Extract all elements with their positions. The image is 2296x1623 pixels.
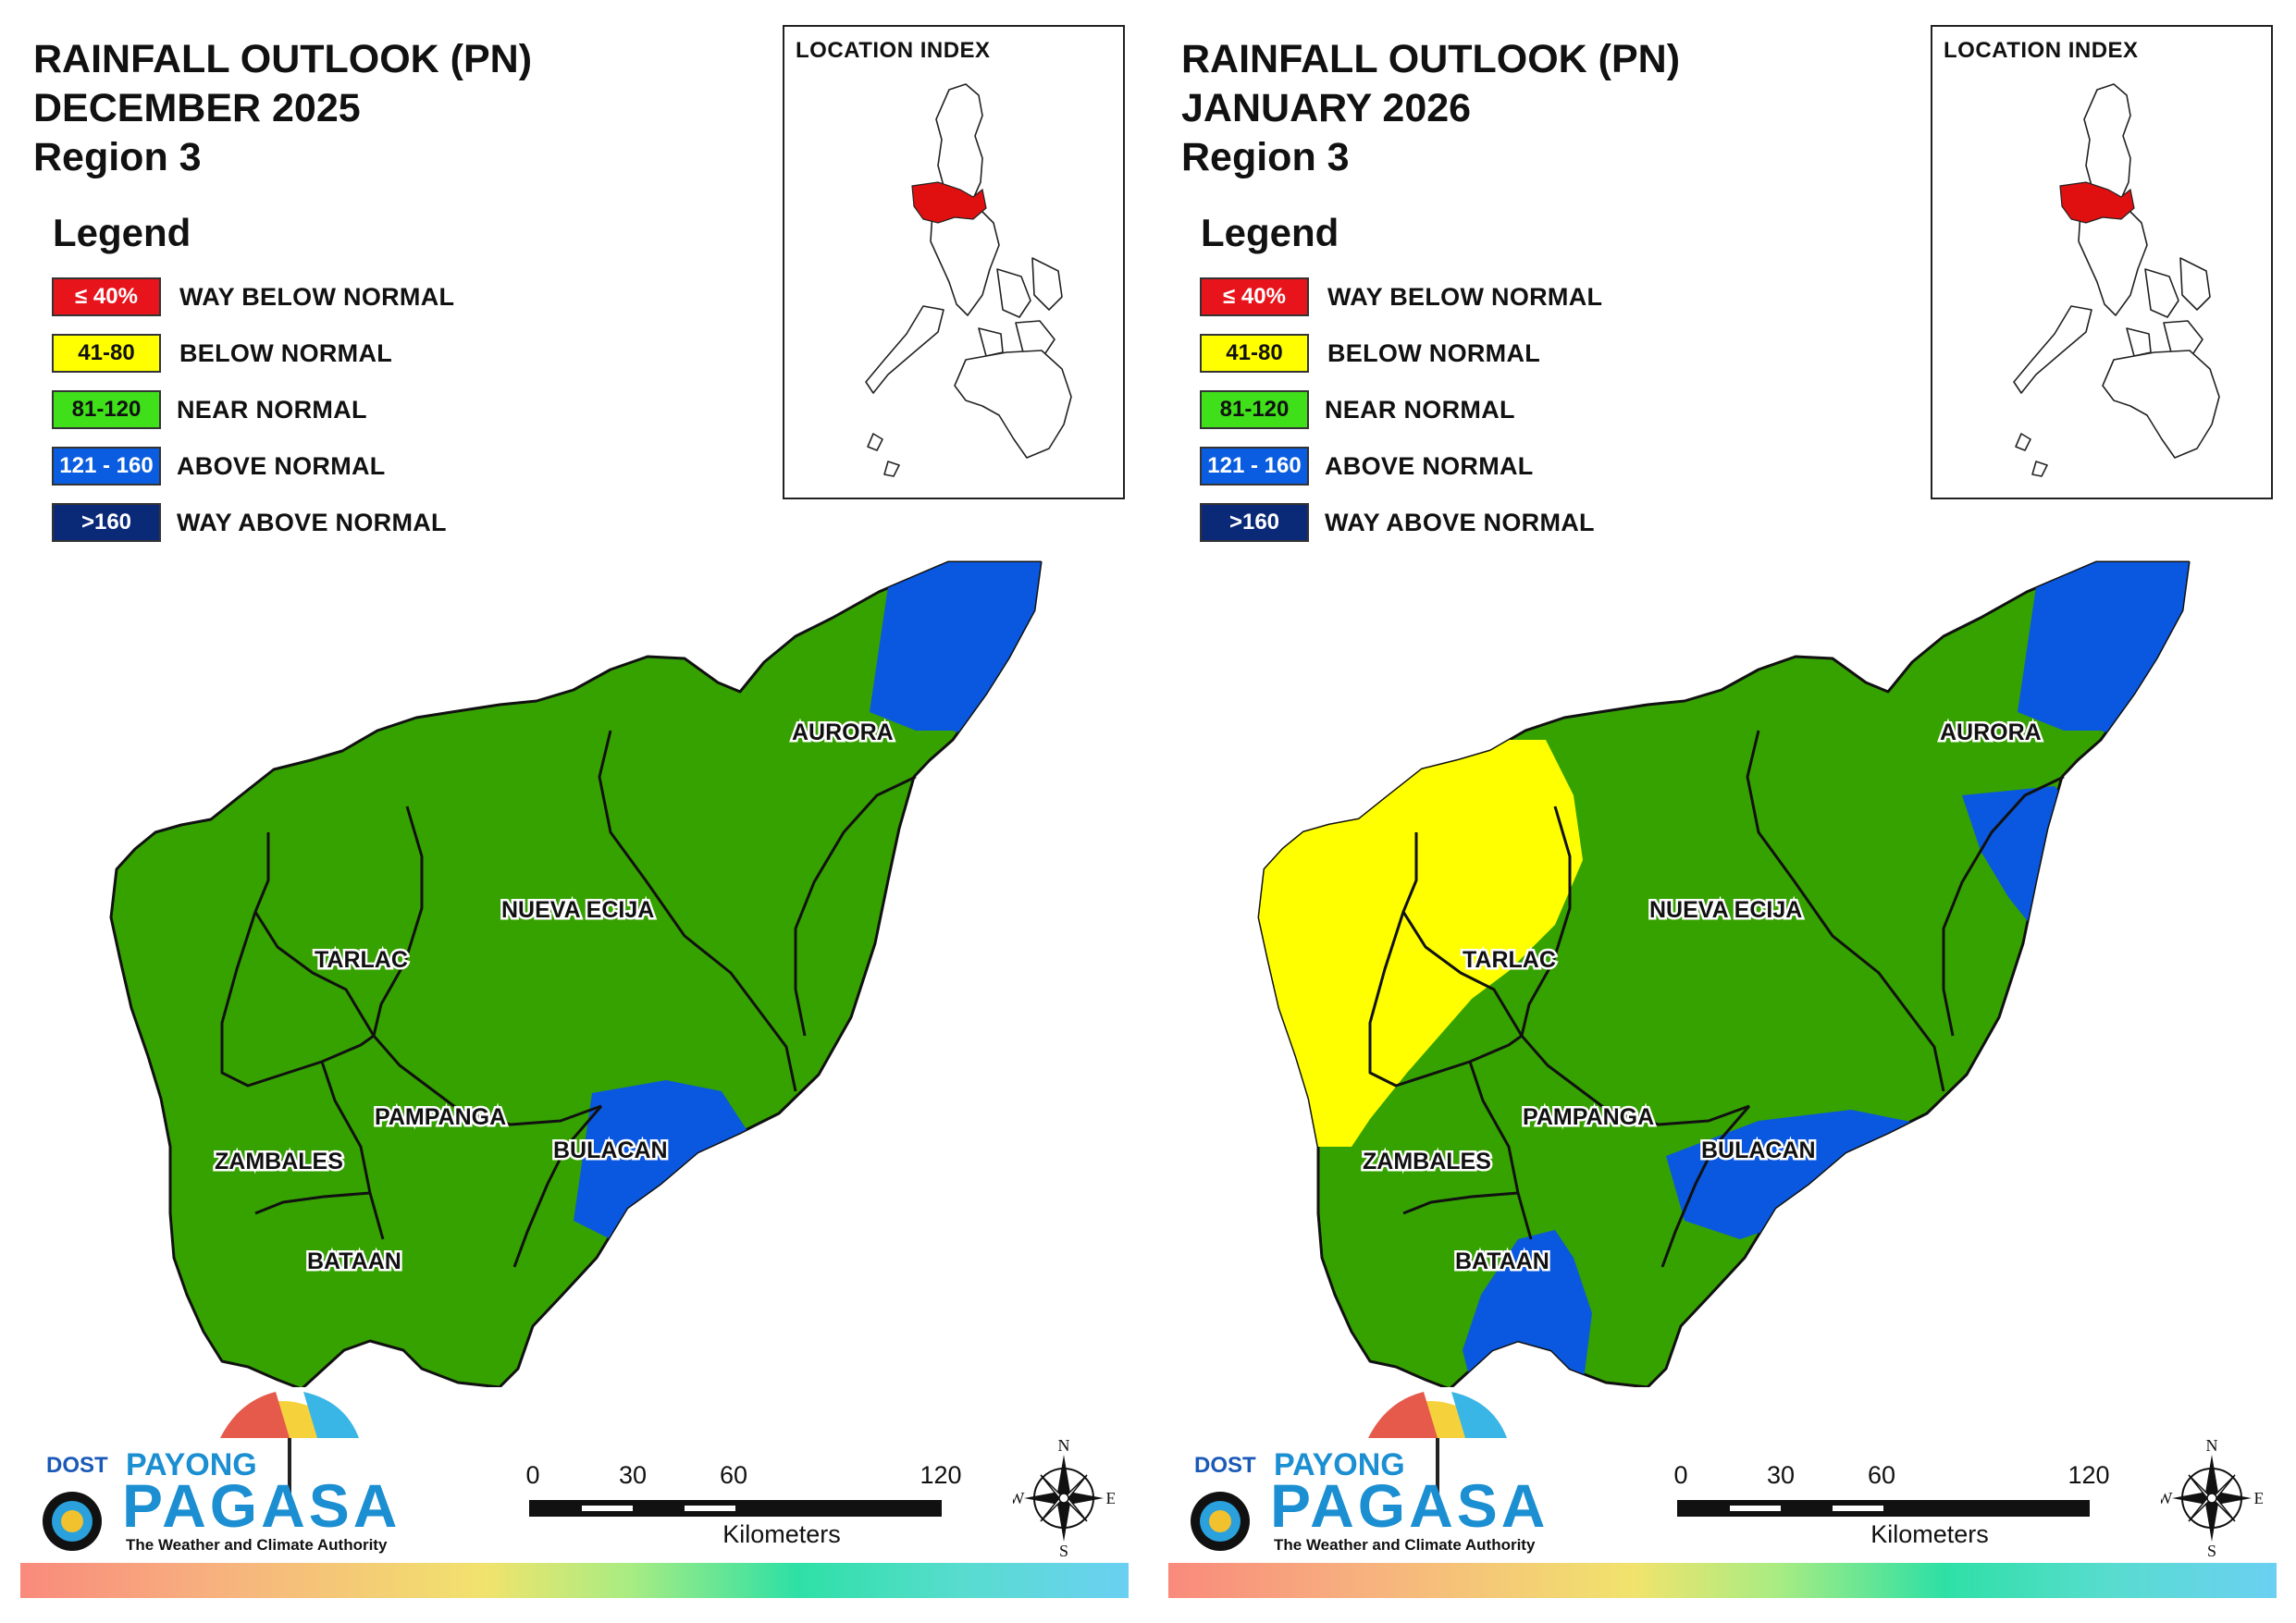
scale-tick: 0 xyxy=(1673,1461,1688,1489)
scale-unit: Kilometers xyxy=(722,1520,841,1548)
compass-rose-icon: N S E W xyxy=(1009,1436,1117,1560)
legend-swatch: ≤ 40% xyxy=(52,277,161,316)
compass-s: S xyxy=(2207,1542,2216,1558)
philippines-outline-icon xyxy=(2013,83,2220,477)
scale-tick: 60 xyxy=(719,1461,748,1489)
legend-swatch: 121 - 160 xyxy=(1200,447,1309,486)
legend-label: BELOW NORMAL xyxy=(179,339,393,367)
legend-swatch: >160 xyxy=(52,503,161,542)
scale-tick: 30 xyxy=(1766,1461,1796,1489)
footer-gradient-bar xyxy=(20,1563,1129,1598)
scale-tick: 0 xyxy=(525,1461,540,1489)
legend-swatch: >160 xyxy=(1200,503,1309,542)
location-index-title: LOCATION INDEX xyxy=(796,38,991,63)
umbrella-icon xyxy=(43,1392,359,1551)
compass-w: W xyxy=(1013,1489,1025,1507)
compass-n: N xyxy=(2206,1438,2218,1455)
logo-pagasa-text: PAGASA xyxy=(1270,1471,1549,1540)
payong-pagasa-logo: DOST PAYONG PAGASA The Weather and Clima… xyxy=(26,1383,397,1568)
title-line-2: DECEMBER 2025 xyxy=(33,86,361,130)
logo-tagline: The Weather and Climate Authority xyxy=(126,1536,388,1554)
legend-label: NEAR NORMAL xyxy=(177,396,367,424)
scale-bar: 0 30 60 120 Kilometers xyxy=(1666,1461,2129,1572)
title-line-3: Region 3 xyxy=(1181,135,1350,179)
legend-title: Legend xyxy=(53,211,191,254)
region-3-map: AURORA NUEVA ECIJA TARLAC PAMPANGA ZAMBA… xyxy=(1257,560,2191,1387)
legend-label: WAY BELOW NORMAL xyxy=(1327,283,1603,311)
location-index-inset: LOCATION INDEX xyxy=(783,25,1125,499)
province-label-bataan: BATAAN xyxy=(307,1248,401,1274)
legend-label: WAY ABOVE NORMAL xyxy=(177,509,447,536)
title-line-1: RAINFALL OUTLOOK (PN) xyxy=(1181,37,1681,81)
province-label-aurora: AURORA xyxy=(792,719,894,745)
province-label-tarlac: TARLAC xyxy=(315,947,408,973)
province-label-zambales: ZAMBALES xyxy=(1363,1149,1491,1174)
logo-payong-text: PAYONG xyxy=(1274,1447,1405,1482)
legend-label: BELOW NORMAL xyxy=(1327,339,1541,367)
title-line-2: JANUARY 2026 xyxy=(1181,86,1472,130)
philippines-outline-icon xyxy=(865,83,1072,477)
legend-swatch: 41-80 xyxy=(52,334,161,373)
compass-w: W xyxy=(2161,1489,2173,1507)
logo-dost-text: DOST xyxy=(46,1453,108,1478)
province-label-nueva-ecija: NUEVA ECIJA xyxy=(501,897,654,923)
province-label-bulacan: BULACAN xyxy=(1701,1137,1816,1163)
location-index-inset: LOCATION INDEX xyxy=(1931,25,2273,499)
legend-swatch: 121 - 160 xyxy=(52,447,161,486)
province-label-pampanga: PAMPANGA xyxy=(1523,1104,1654,1130)
scale-tick: 60 xyxy=(1867,1461,1896,1489)
logo-tagline: The Weather and Climate Authority xyxy=(1274,1536,1536,1554)
region-3-map: AURORA NUEVA ECIJA TARLAC PAMPANGA ZAMBA… xyxy=(109,560,1043,1387)
map-title: RAINFALL OUTLOOK (PN) DECEMBER 2025 Regi… xyxy=(33,35,532,182)
legend-swatch: 41-80 xyxy=(1200,334,1309,373)
logo-payong-text: PAYONG xyxy=(126,1447,257,1482)
scale-tick: 120 xyxy=(920,1461,962,1489)
legend-label: NEAR NORMAL xyxy=(1325,396,1515,424)
footer-gradient-bar xyxy=(1168,1563,2277,1598)
umbrella-icon xyxy=(1191,1392,1507,1551)
province-label-bulacan: BULACAN xyxy=(553,1137,668,1163)
title-line-3: Region 3 xyxy=(33,135,202,179)
province-label-aurora: AURORA xyxy=(1940,719,2042,745)
legend-label: WAY BELOW NORMAL xyxy=(179,283,455,311)
legend-swatch: 81-120 xyxy=(1200,390,1309,429)
legend-title: Legend xyxy=(1201,211,1339,254)
payong-pagasa-logo: DOST PAYONG PAGASA The Weather and Clima… xyxy=(1174,1383,1545,1568)
province-label-pampanga: PAMPANGA xyxy=(375,1104,506,1130)
outlook-panel-january: RAINFALL OUTLOOK (PN) JANUARY 2026 Regio… xyxy=(1148,0,2296,1623)
scale-bar-graphic xyxy=(529,1500,942,1517)
province-label-nueva-ecija: NUEVA ECIJA xyxy=(1649,897,1802,923)
province-label-tarlac: TARLAC xyxy=(1463,947,1556,973)
outlook-panel-december: RAINFALL OUTLOOK (PN) DECEMBER 2025 Regi… xyxy=(20,25,1129,1598)
compass-s: S xyxy=(1059,1542,1068,1558)
map-title: RAINFALL OUTLOOK (PN) JANUARY 2026 Regio… xyxy=(1181,35,1680,182)
scale-unit: Kilometers xyxy=(1870,1520,1989,1548)
compass-n: N xyxy=(1058,1438,1070,1455)
legend-label: WAY ABOVE NORMAL xyxy=(1325,509,1595,536)
scale-bar: 0 30 60 120 Kilometers xyxy=(518,1461,981,1572)
location-index-title: LOCATION INDEX xyxy=(1944,38,2139,63)
province-label-bataan: BATAAN xyxy=(1455,1248,1549,1274)
compass-e: E xyxy=(2254,1489,2264,1507)
scale-bar-graphic xyxy=(1677,1500,2090,1517)
scale-tick: 120 xyxy=(2068,1461,2110,1489)
legend-swatch: ≤ 40% xyxy=(1200,277,1309,316)
logo-pagasa-text: PAGASA xyxy=(122,1471,401,1540)
compass-e: E xyxy=(1106,1489,1116,1507)
legend-label: ABOVE NORMAL xyxy=(1325,452,1534,480)
logo-dost-text: DOST xyxy=(1194,1453,1256,1478)
title-line-1: RAINFALL OUTLOOK (PN) xyxy=(33,37,533,81)
legend-swatch: 81-120 xyxy=(52,390,161,429)
legend-label: ABOVE NORMAL xyxy=(177,452,386,480)
scale-tick: 30 xyxy=(618,1461,648,1489)
province-label-zambales: ZAMBALES xyxy=(215,1149,343,1174)
compass-rose-icon: N S E W xyxy=(2157,1436,2265,1560)
